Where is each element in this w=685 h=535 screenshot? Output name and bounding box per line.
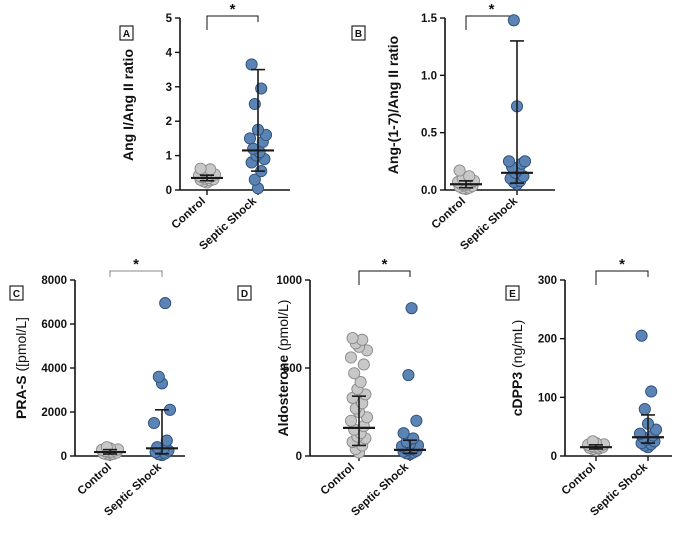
septic-shock-point <box>152 370 165 383</box>
y-tick-label: 500 <box>283 363 302 375</box>
y-tick-label: 4000 <box>41 363 67 375</box>
panel-letter: C <box>13 289 20 300</box>
y-tick-label: 0 <box>61 451 67 463</box>
septic-shock-point <box>502 155 516 168</box>
significance-star: * <box>619 256 625 273</box>
category-label: Septic Shock <box>588 461 650 519</box>
septic-shock-point <box>247 142 260 155</box>
y-tick-label: 0.5 <box>421 128 438 140</box>
panel-letter: E <box>509 289 516 300</box>
category-label: Septic Shock <box>349 461 411 519</box>
y-tick-label: 0 <box>551 451 557 463</box>
panel-letter: D <box>241 289 248 300</box>
control-point <box>346 332 359 345</box>
significance-star: * <box>230 1 236 18</box>
septic-shock-point <box>645 385 658 398</box>
y-tick-label: 0 <box>166 185 172 197</box>
significance-bracket <box>109 270 163 277</box>
significance-bracket <box>358 270 411 285</box>
category-label: Control <box>170 195 208 231</box>
y-axis-label: Ang-(1-7)/Ang II ratio <box>385 36 401 174</box>
panel-letter-box <box>119 25 134 41</box>
panel-letter-box <box>237 285 252 301</box>
significance-bracket <box>595 270 649 285</box>
category-label: Control <box>319 461 357 497</box>
y-tick-label: 2 <box>166 116 172 128</box>
control-point <box>453 164 466 177</box>
y-tick-label: 1 <box>166 151 173 163</box>
septic-shock-point <box>518 155 532 168</box>
category-label: Control <box>76 461 114 497</box>
septic-shock-point <box>635 329 648 342</box>
septic-shock-point <box>159 297 172 310</box>
y-axis-label: PRA-S ([pmol/L] <box>13 317 29 419</box>
y-tick-label: 2000 <box>41 407 67 419</box>
y-tick-label: 4 <box>166 47 173 59</box>
panel-letter-box <box>351 25 366 41</box>
septic-shock-point <box>147 416 161 430</box>
y-tick-label: 6000 <box>41 319 67 331</box>
significance-star: * <box>133 256 139 273</box>
control-point <box>357 358 370 371</box>
septic-shock-point <box>397 427 410 440</box>
septic-shock-point <box>638 403 651 416</box>
y-tick-label: 1.0 <box>421 70 437 82</box>
y-tick-label: 200 <box>538 334 557 346</box>
category-label: Control <box>430 195 468 231</box>
y-tick-label: 100 <box>538 392 557 404</box>
control-point <box>348 367 361 380</box>
control-point <box>194 162 207 175</box>
y-axis-label: Aldosterone (pmol/L) <box>275 300 291 437</box>
y-axis-label: Ang I/Ang II ratio <box>120 49 136 161</box>
panel-letter-box <box>9 285 24 301</box>
y-tick-label: 0.0 <box>421 185 437 197</box>
y-tick-label: 3 <box>166 82 172 94</box>
septic-shock-point <box>507 14 520 27</box>
panel-letter-box <box>505 285 520 301</box>
significance-bracket <box>206 15 259 30</box>
septic-shock-point <box>410 414 423 427</box>
septic-shock-point <box>245 58 258 71</box>
category-label: Control <box>560 461 598 497</box>
septic-shock-point <box>405 302 418 315</box>
y-axis-label: cDPP3 (ng/mL) <box>509 320 525 416</box>
control-point <box>354 376 367 389</box>
septic-shock-point <box>160 434 173 447</box>
control-point <box>344 414 358 427</box>
control-point <box>463 170 476 183</box>
y-tick-label: 5 <box>166 13 173 25</box>
y-tick-label: 1000 <box>276 275 302 287</box>
y-tick-label: 0 <box>296 451 302 463</box>
septic-shock-point <box>243 132 257 145</box>
panel-letter: A <box>123 29 130 40</box>
y-tick-label: 1.5 <box>421 13 438 25</box>
control-point <box>344 351 358 364</box>
category-label: Septic Shock <box>458 195 520 253</box>
panel-letter: B <box>355 29 362 40</box>
y-tick-label: 8000 <box>41 275 67 287</box>
significance-star: * <box>489 1 495 18</box>
septic-shock-point <box>402 368 415 382</box>
y-tick-label: 300 <box>538 275 557 287</box>
septic-shock-point <box>248 173 261 186</box>
significance-star: * <box>382 256 388 273</box>
